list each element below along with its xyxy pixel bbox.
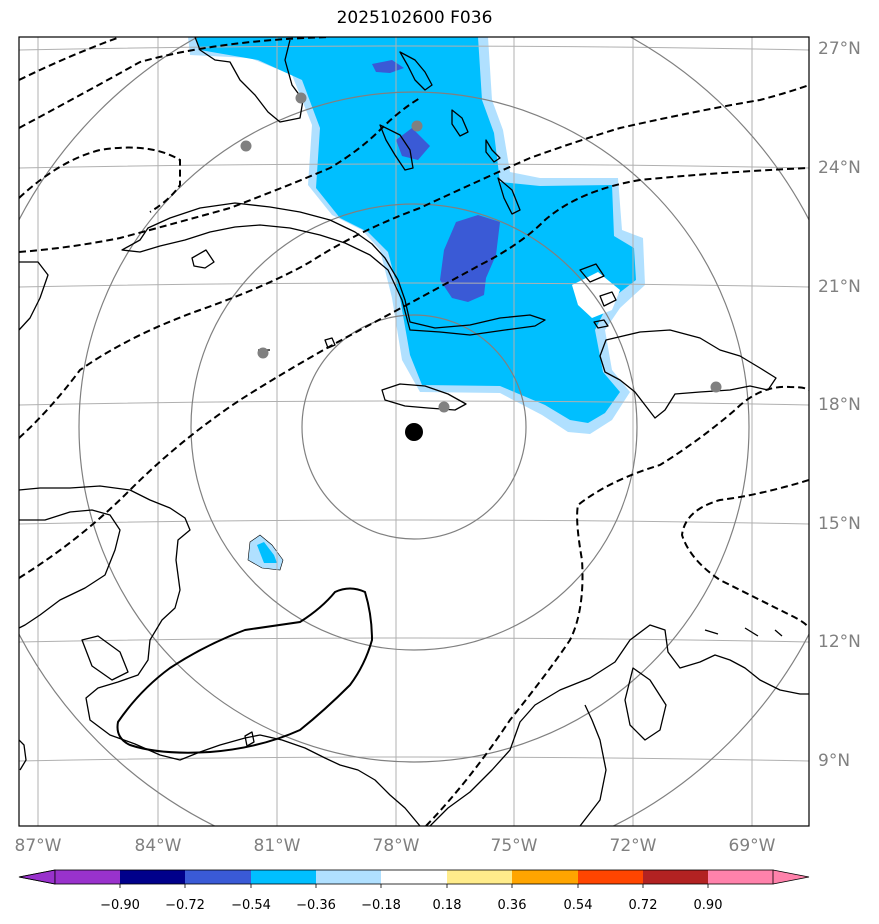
- coast-bahamas-3: [451, 109, 469, 137]
- coast-hispaniola: [599, 329, 777, 419]
- shading-dark-blue-small: [396, 128, 430, 160]
- graticule: [19, 37, 809, 826]
- station-marker: [710, 381, 722, 393]
- colorbar-label: −0.18: [361, 898, 401, 913]
- coast-jamaica: [381, 383, 467, 411]
- dashed-contour-7: [425, 385, 809, 826]
- coast-bahamas-1: [379, 124, 414, 171]
- colorbar-label: −0.72: [165, 898, 205, 913]
- station-marker: [240, 140, 252, 152]
- colorbar-segment: [578, 870, 643, 884]
- coast-florida: [194, 37, 304, 123]
- dashed-contour-8: [680, 479, 809, 629]
- latitude-labels: 27°N 24°N 21°N 18°N 15°N 12°N 9°N: [818, 39, 861, 771]
- shaded-anomaly-region: [188, 37, 645, 571]
- coast-abc-islands: [704, 627, 783, 637]
- colorbar-segment: [316, 870, 381, 884]
- lat-label: 12°N: [818, 632, 861, 652]
- map-frame: [18, 36, 810, 827]
- coast-bahamas-4: [485, 139, 501, 163]
- coast-bahamas-7: [599, 291, 617, 307]
- colorbar-label: −0.54: [231, 898, 271, 913]
- map-title: 2025102600 F036: [336, 8, 493, 28]
- lat-label: 24°N: [818, 158, 861, 178]
- storm-center-marker: [405, 423, 423, 441]
- dashed-contour-2: [19, 37, 331, 129]
- coast-colombia-west: [579, 704, 607, 826]
- coast-south-america: [429, 624, 809, 826]
- coast-cuba: [121, 202, 546, 336]
- coast-panama-isle: [244, 731, 255, 747]
- colorbar-segment: [381, 870, 447, 884]
- colorbar-segment: [185, 870, 251, 884]
- colorbar-label: 0.54: [564, 898, 593, 913]
- coast-nicaragua-lake: [81, 635, 129, 681]
- shading-small-patch-inner: [257, 542, 277, 563]
- lat-label: 27°N: [818, 39, 861, 59]
- dashed-contour-5: [19, 84, 809, 439]
- dashed-contours: [19, 37, 809, 826]
- station-markers: [240, 92, 722, 413]
- station-marker: [438, 401, 450, 413]
- coast-central-america: [19, 485, 421, 826]
- colorbar: −0.90 −0.72 −0.54 −0.36 −0.18 0.18 0.36 …: [18, 869, 810, 913]
- station-marker: [411, 120, 423, 132]
- solid-contour: [116, 587, 374, 754]
- colorbar-label: 0.72: [629, 898, 658, 913]
- lon-label: 75°W: [491, 836, 538, 856]
- lon-label: 69°W: [729, 836, 776, 856]
- colorbar-segment: [512, 870, 578, 884]
- station-marker: [295, 92, 307, 104]
- coast-mexico-west: [19, 261, 49, 331]
- lon-label: 84°W: [135, 836, 182, 856]
- shading-dark-blue-large: [440, 215, 500, 302]
- coast-bahamas-6: [579, 263, 605, 283]
- lon-label: 87°W: [15, 836, 62, 856]
- colorbar-segment: [447, 870, 512, 884]
- dashed-contour-4: [19, 97, 421, 253]
- lat-label: 18°N: [818, 395, 861, 415]
- coast-bahamas-5: [497, 177, 521, 215]
- lon-label: 78°W: [373, 836, 420, 856]
- colorbar-label: 0.18: [433, 898, 462, 913]
- colorbar-extend-high: [708, 870, 809, 884]
- lat-label: 9°N: [818, 751, 850, 771]
- coast-turks: [593, 319, 609, 329]
- station-marker: [257, 347, 269, 359]
- shading-blue: [196, 37, 636, 423]
- colorbar-label: 0.90: [694, 898, 723, 913]
- colorbar-segment: [55, 870, 120, 884]
- colorbar-label: −0.90: [100, 898, 140, 913]
- longitude-labels: 87°W 84°W 81°W 78°W 75°W 72°W 69°W: [15, 836, 776, 856]
- coast-yucatan: [19, 509, 121, 629]
- lon-label: 81°W: [254, 836, 301, 856]
- dashed-contour-6: [19, 167, 809, 579]
- colorbar-extend-low: [18, 869, 56, 885]
- lon-label: 72°W: [610, 836, 657, 856]
- range-rings: [19, 37, 809, 826]
- coast-left-edge: [19, 739, 27, 771]
- colorbar-label: 0.36: [498, 898, 527, 913]
- colorbar-segment: [643, 870, 708, 884]
- coast-bahamas-2: [399, 51, 433, 91]
- colorbar-segment: [251, 870, 316, 884]
- dashed-contour-3: [19, 146, 181, 213]
- coast-maracaibo: [624, 667, 667, 741]
- lat-label: 21°N: [818, 277, 861, 297]
- coast-isle-of-youth: [191, 249, 215, 269]
- coastlines: [19, 37, 809, 826]
- colorbar-label: −0.36: [296, 898, 336, 913]
- colorbar-segment: [120, 870, 185, 884]
- lat-label: 15°N: [818, 514, 861, 534]
- dashed-contour-1: [19, 37, 121, 81]
